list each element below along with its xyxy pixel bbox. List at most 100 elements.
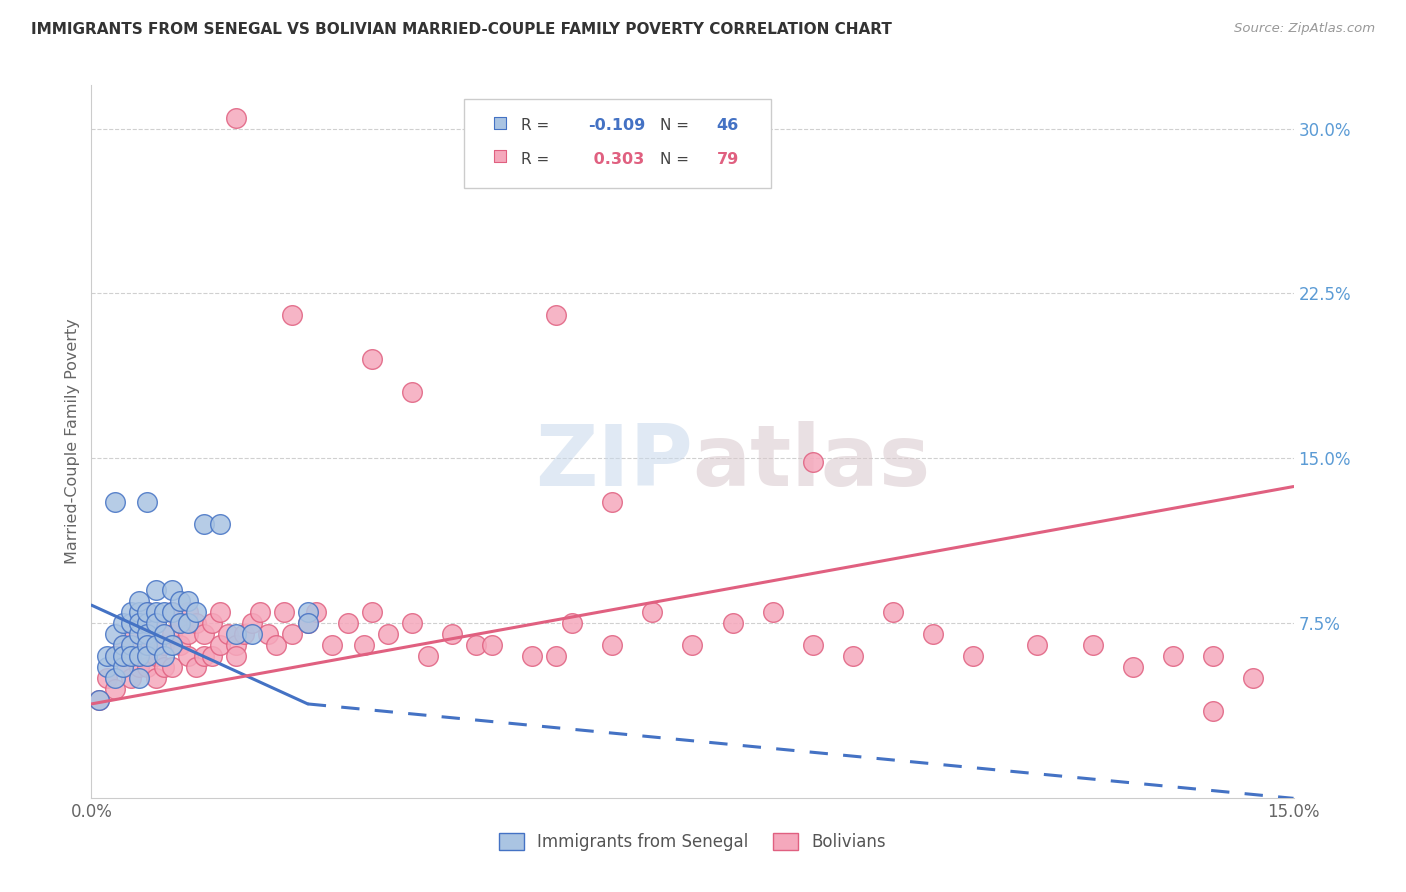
- Point: [217, 626, 239, 640]
- Point: [169, 615, 191, 630]
- Point: [193, 648, 215, 663]
- Point: [136, 659, 159, 673]
- Point: [160, 605, 183, 619]
- Point: [1243, 671, 1265, 685]
- Text: 46: 46: [717, 119, 738, 133]
- Point: [176, 593, 198, 607]
- Point: [1202, 648, 1225, 663]
- Point: [360, 605, 382, 619]
- Point: [152, 648, 174, 663]
- Point: [240, 615, 263, 630]
- Point: [184, 605, 207, 619]
- Text: -0.109: -0.109: [588, 119, 645, 133]
- Point: [128, 671, 150, 685]
- Point: [112, 648, 135, 663]
- Point: [602, 495, 624, 509]
- Point: [264, 638, 287, 652]
- Point: [681, 638, 703, 652]
- Point: [104, 626, 127, 640]
- Point: [145, 671, 167, 685]
- Text: 0.303: 0.303: [588, 152, 644, 167]
- Point: [281, 626, 304, 640]
- Point: [416, 648, 439, 663]
- Point: [128, 615, 150, 630]
- Point: [104, 648, 127, 663]
- Point: [193, 626, 215, 640]
- Point: [136, 495, 159, 509]
- Point: [128, 615, 150, 630]
- Point: [321, 638, 343, 652]
- Point: [232, 626, 254, 640]
- Point: [225, 638, 247, 652]
- Point: [336, 615, 359, 630]
- Y-axis label: Married-Couple Family Poverty: Married-Couple Family Poverty: [65, 318, 80, 565]
- Point: [401, 615, 423, 630]
- Point: [136, 605, 159, 619]
- Text: R =: R =: [520, 152, 554, 167]
- Point: [184, 615, 207, 630]
- Point: [184, 659, 207, 673]
- Point: [136, 638, 159, 652]
- Point: [201, 648, 224, 663]
- Point: [481, 638, 503, 652]
- Point: [136, 626, 159, 640]
- Point: [1163, 648, 1185, 663]
- Point: [176, 626, 198, 640]
- Point: [104, 648, 127, 663]
- Point: [89, 692, 111, 706]
- Point: [401, 385, 423, 400]
- Point: [121, 626, 143, 640]
- Point: [962, 648, 984, 663]
- Point: [145, 615, 167, 630]
- Point: [121, 615, 143, 630]
- Text: N =: N =: [659, 119, 695, 133]
- Point: [240, 626, 263, 640]
- Point: [152, 605, 174, 619]
- Point: [128, 638, 150, 652]
- Point: [145, 605, 167, 619]
- Point: [1122, 659, 1144, 673]
- Point: [193, 516, 215, 531]
- Point: [121, 671, 143, 685]
- Point: [145, 582, 167, 597]
- Point: [160, 659, 183, 673]
- Point: [297, 615, 319, 630]
- Point: [112, 659, 135, 673]
- Point: [561, 615, 583, 630]
- Point: [104, 681, 127, 696]
- Point: [176, 615, 198, 630]
- Point: [225, 648, 247, 663]
- Text: IMMIGRANTS FROM SENEGAL VS BOLIVIAN MARRIED-COUPLE FAMILY POVERTY CORRELATION CH: IMMIGRANTS FROM SENEGAL VS BOLIVIAN MARR…: [31, 22, 891, 37]
- Point: [152, 626, 174, 640]
- Point: [208, 638, 231, 652]
- Point: [96, 671, 118, 685]
- Text: ZIP: ZIP: [534, 421, 692, 505]
- Point: [256, 626, 278, 640]
- Point: [112, 659, 135, 673]
- Point: [145, 638, 167, 652]
- Point: [104, 671, 127, 685]
- Point: [762, 605, 785, 619]
- Text: R =: R =: [520, 119, 554, 133]
- Point: [841, 648, 863, 663]
- Point: [208, 516, 231, 531]
- Point: [882, 605, 904, 619]
- Point: [602, 638, 624, 652]
- Legend: Immigrants from Senegal, Bolivians: Immigrants from Senegal, Bolivians: [492, 826, 893, 858]
- Point: [225, 626, 247, 640]
- Point: [136, 615, 159, 630]
- Point: [169, 615, 191, 630]
- Point: [546, 308, 568, 322]
- Point: [112, 615, 135, 630]
- Point: [465, 638, 488, 652]
- Point: [136, 626, 159, 640]
- Point: [440, 626, 463, 640]
- Point: [121, 605, 143, 619]
- Point: [136, 605, 159, 619]
- Text: Source: ZipAtlas.com: Source: ZipAtlas.com: [1234, 22, 1375, 36]
- Point: [152, 659, 174, 673]
- Point: [641, 605, 664, 619]
- Point: [96, 648, 118, 663]
- Point: [128, 648, 150, 663]
- Point: [225, 111, 247, 125]
